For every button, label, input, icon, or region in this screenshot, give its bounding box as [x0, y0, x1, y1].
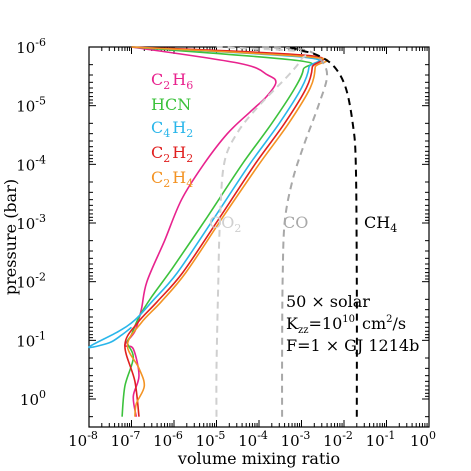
- y-axis-title: pressure (bar): [1, 179, 20, 295]
- series-line-ch4: [288, 46, 358, 417]
- x-tick-label: 10-4: [238, 429, 268, 450]
- series-line-c4h2: [88, 46, 321, 349]
- series-line-hcn: [121, 46, 313, 417]
- x-tick-label: 10-1: [366, 429, 396, 450]
- label-c2h4: C2 H4: [151, 168, 193, 190]
- series-line-c2h6: [124, 46, 277, 417]
- x-tick-label: 10-3: [281, 429, 311, 450]
- y-tick-label: 10-4: [16, 153, 46, 174]
- x-tick-label: 10-2: [323, 429, 353, 450]
- y-tick-label: 10-6: [16, 36, 46, 57]
- label-co: CO: [283, 213, 308, 232]
- label-c4h2: C4 H2: [151, 118, 193, 140]
- x-axis-title: volume mixing ratio: [177, 449, 340, 468]
- label-co2: CO2: [209, 213, 241, 235]
- y-tick-label: 10-2: [16, 271, 46, 292]
- label-c2h6: C2 H6: [151, 70, 193, 92]
- y-tick-label: 10-1: [16, 329, 46, 350]
- axis-tick-labels: 10-8 10-7 10-6 10-5 10-4 10-3 10-2 10-1 100 10-6 1…: [16, 36, 436, 450]
- x-tick-label: 10-5: [196, 429, 226, 450]
- y-tick-label: 100: [20, 388, 46, 409]
- label-ch4: CH4: [364, 213, 397, 235]
- annotation-flux: F=1 × GJ 1214b: [286, 336, 419, 355]
- y-tick-label: 10-5: [16, 95, 46, 116]
- x-tick-label: 100: [410, 429, 436, 450]
- label-c2h2: C2 H2: [151, 143, 193, 165]
- y-tick-label: 10-3: [16, 212, 46, 233]
- x-tick-label: 10-6: [153, 429, 183, 450]
- annotation-kzz: Kzz=1010 cm2/s: [286, 314, 406, 336]
- label-hcn: HCN: [151, 95, 191, 114]
- annotation-metallicity: 50 × solar: [286, 292, 370, 311]
- series-line-c2h4: [126, 46, 329, 417]
- series-curves: [88, 46, 358, 417]
- x-tick-label: 10-8: [68, 429, 98, 450]
- x-tick-label: 10-7: [111, 429, 141, 450]
